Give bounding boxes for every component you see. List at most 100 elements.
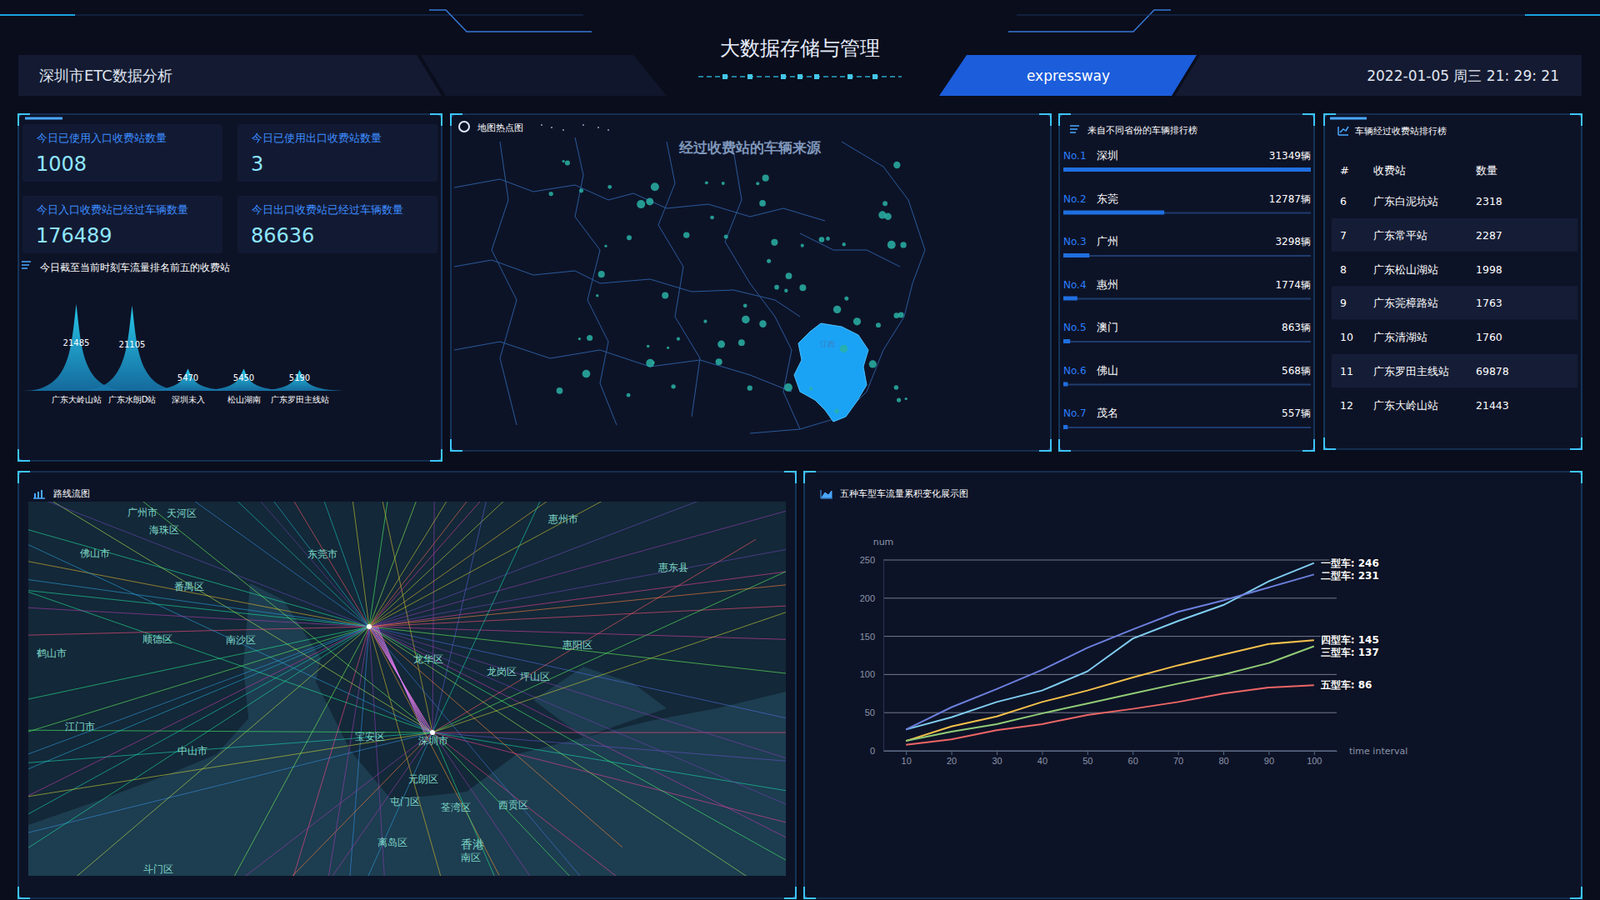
hotspot-dot [799,284,806,291]
place-label: 龙华区 [413,653,444,665]
y-axis-line [883,560,885,752]
hotspot-dot [721,181,725,185]
place-label: 佛山市 [80,547,110,560]
x-tick-mark [1132,750,1134,755]
decor-line [1008,10,1171,32]
route-line [369,501,786,627]
route-line [312,626,370,876]
data-label: 21485 [63,338,90,348]
value-label: 557辆 [1281,407,1311,420]
x-tick: 90 [1264,750,1275,766]
decor-dot [747,74,753,80]
bar-track [1063,426,1311,429]
panel-corner [784,471,796,484]
panel-corner [1324,437,1336,450]
hotspot-dot [582,370,591,379]
x-tick-mark [1223,750,1225,755]
hotspot-dot [770,239,778,246]
place-label: 海珠区 [149,524,180,536]
hotspot-dot [646,345,650,349]
hotspot-dot [724,234,729,239]
route-line [369,626,786,876]
y-tick-label: 0 [870,745,875,756]
place-label: 中山市 [177,745,208,757]
route-line [372,626,430,733]
place-label: 鹤山市 [36,647,67,660]
table-cell: 广东大岭山站 [1373,399,1439,412]
hotspot-dot [645,359,655,368]
row-stripe [1331,354,1578,388]
hotspot-dot [703,320,707,324]
hotspot-dot [556,387,564,395]
rank-label: No.6 [1063,365,1087,377]
data-label: 5450 [233,373,255,383]
hotspot-dot [650,182,660,191]
route-line [28,626,370,876]
title-icon [1070,128,1078,130]
table-cell: 2287 [1475,229,1503,242]
hotspot-dot [561,160,565,163]
route-line [432,539,756,733]
x-tick: 20 [946,750,957,766]
hotspot-dot [755,181,760,185]
place-label: 屯门区 [390,795,420,808]
hotspot-dot [741,315,750,325]
route-line [369,626,786,876]
series-line [905,640,1315,741]
hotspot-dot [759,200,766,207]
line-marks [905,563,1315,745]
route-line [369,626,786,679]
end-label: 五型车: 86 [1320,679,1373,691]
decor-line [1330,117,1367,120]
route-line [369,501,762,627]
route-line [432,732,786,734]
category-label: 深圳未入 [171,395,205,405]
rank-label: No.4 [1063,279,1087,291]
route-line [377,626,425,733]
decor-shape [420,55,667,96]
place-label: 离岛区 [377,836,408,849]
route-line [432,501,583,733]
route-line [129,501,370,627]
hotspot-dot [840,345,849,354]
table-cell: 69878 [1475,365,1510,378]
line-panel: 五种车型车流量累积变化展示图05010015020025010203040506… [804,471,1582,899]
data-label: 21105 [119,340,146,350]
table-cell: 6 [1340,195,1347,208]
table-cell: 1998 [1475,263,1503,276]
hotspot-dot [762,175,770,182]
table-cell: 9 [1340,296,1347,310]
hotspot-dot [636,200,645,209]
hotspot-dot [882,200,888,206]
route-line [369,501,786,627]
table-cell: 2318 [1475,195,1503,208]
route-line [28,626,370,876]
province-name: 茂名 [1096,406,1119,420]
route-line [28,626,370,876]
hotspot-dot [774,285,780,290]
kpi-value: 1008 [35,152,87,176]
decor-dot [562,129,565,131]
route-line [432,732,786,876]
place-label: 惠东县 [657,561,689,574]
kpi-value: 176489 [35,224,113,248]
x-tick-label: 80 [1218,755,1229,766]
hotspot-dot [586,335,593,341]
column-header: 收费站 [1373,164,1406,177]
hotspot-dot [800,244,805,248]
route-line [432,732,786,876]
kpi-label: 今日已使用出口收费站数量 [251,131,382,145]
hotspot-dot [875,322,881,328]
hotspot-dot [900,241,906,248]
route-line [432,510,786,733]
panel-title: 车辆经过收费站排行榜 [1355,125,1447,137]
panel-corner [1059,114,1071,126]
panel-corner [784,886,796,899]
decor-dot [540,124,543,126]
rank-bar [1063,210,1165,215]
route-line [369,533,786,627]
title-icon [21,267,28,270]
hotspot-dot [645,197,654,205]
data-label: 5190 [289,373,310,383]
kpi-label: 今日入口收费站已经过车辆数量 [36,203,189,216]
